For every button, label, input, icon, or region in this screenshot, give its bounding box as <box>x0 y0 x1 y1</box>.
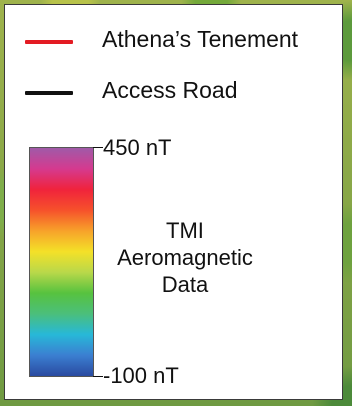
colorbar-title-line-2: Aeromagnetic <box>117 245 253 270</box>
colorbar-title: TMI Aeromagnetic Data <box>105 217 265 298</box>
colorbar-min-label: -100 nT <box>103 363 179 388</box>
road-line-swatch <box>25 91 73 95</box>
colorbar-title-line-3: Data <box>161 272 209 297</box>
colorbar-title-line-1: TMI <box>166 218 204 243</box>
tenement-line-swatch <box>25 40 73 44</box>
legend-box: Athena’s Tenement Access Road 450 nT -10… <box>4 4 343 400</box>
tenement-label: Athena’s Tenement <box>102 26 299 52</box>
road-label: Access Road <box>102 77 238 103</box>
tmi-colorbar <box>29 147 94 377</box>
colorbar-max-tick <box>93 147 103 148</box>
colorbar-max-label: 450 nT <box>103 135 172 160</box>
colorbar-min-tick <box>93 376 103 377</box>
